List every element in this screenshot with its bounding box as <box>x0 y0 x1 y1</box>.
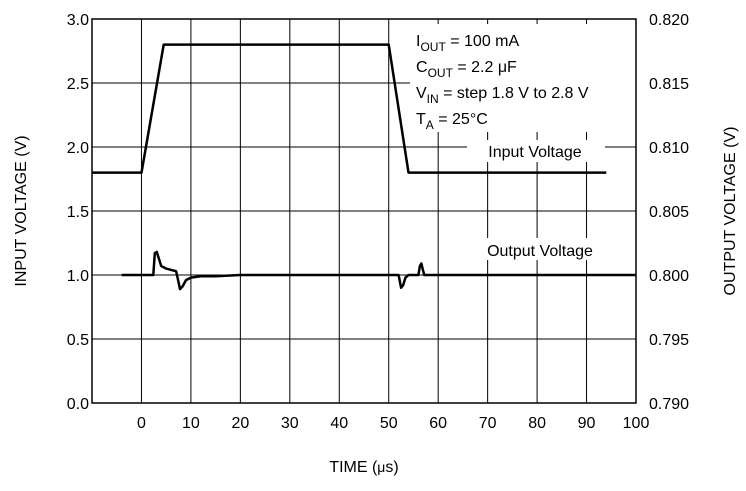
x-tick-label: 10 <box>182 415 200 432</box>
plot-frame <box>91 18 637 404</box>
input-voltage-label: Input Voltage <box>488 144 582 161</box>
x-tick-label: 50 <box>380 415 398 432</box>
y-right-tick-label: 0.805 <box>649 204 689 221</box>
y-right-tick-label: 0.795 <box>649 332 689 349</box>
x-tick-label: 30 <box>281 415 299 432</box>
y-left-tick-label: 0.0 <box>67 396 89 413</box>
x-tick-label: 100 <box>623 415 650 432</box>
y-right-tick-label: 0.800 <box>649 268 689 285</box>
x-tick-label: 0 <box>137 415 146 432</box>
annotation-line: IOUT = 100 mA <box>416 33 520 54</box>
y-left-tick-label: 1.5 <box>67 204 89 221</box>
y-left-tick-label: 0.5 <box>67 332 89 349</box>
annotation-value: = 2.2 μF <box>453 59 517 76</box>
input-voltage-line <box>92 43 607 174</box>
annotation-line: COUT = 2.2 μF <box>416 59 517 80</box>
x-axis-label-part: TIME ( <box>329 459 378 476</box>
annotation-subscript: OUT <box>420 40 446 54</box>
y-left-tick-label: 2.5 <box>67 76 89 93</box>
annotation-value: = step 1.8 V to 2.8 V <box>439 85 589 102</box>
annotation-symbol: C <box>416 59 428 76</box>
y-right-tick-label: 0.815 <box>649 76 689 93</box>
y-left-tick-label: 2.0 <box>67 140 89 157</box>
output-voltage-label: Output Voltage <box>487 243 593 260</box>
annotation-value: = 100 mA <box>446 33 520 50</box>
annotation-line: TA = 25°C <box>416 111 488 132</box>
x-tick-label: 20 <box>231 415 249 432</box>
x-tick-label: 70 <box>479 415 497 432</box>
annotation-symbol: V <box>416 85 427 102</box>
y-right-tick-label: 0.820 <box>649 12 689 29</box>
annotation-symbol: I <box>416 33 420 50</box>
y-right-tick-label: 0.790 <box>649 396 689 413</box>
annotation-subscript: OUT <box>428 66 454 80</box>
annotation-line: VIN = step 1.8 V to 2.8 V <box>416 85 589 106</box>
x-tick-label: 60 <box>429 415 447 432</box>
annotation-value: = 25°C <box>434 111 488 128</box>
x-tick-label: 80 <box>528 415 546 432</box>
x-axis-label: TIME (μs) <box>329 459 398 476</box>
x-tick-label: 90 <box>578 415 596 432</box>
x-axis-label-part: s) <box>385 459 398 476</box>
annotation-subscript: IN <box>427 92 439 106</box>
input-voltage-label-background <box>467 140 605 162</box>
y-left-axis-label: INPUT VOLTAGE (V) <box>13 135 30 286</box>
output-voltage-label-background <box>466 238 614 260</box>
y-right-axis-label: OUTPUT VOLTAGE (V) <box>722 127 739 296</box>
annotation-background <box>410 24 640 132</box>
y-left-tick-label: 3.0 <box>67 12 89 29</box>
x-tick-label: 40 <box>330 415 348 432</box>
annotation-symbol: T <box>416 111 426 128</box>
y-right-tick-label: 0.810 <box>649 140 689 157</box>
y-left-tick-label: 1.0 <box>67 268 89 285</box>
x-axis-label-part: μ <box>377 459 385 475</box>
output-voltage-line <box>121 250 636 291</box>
annotation-subscript: A <box>426 118 434 132</box>
